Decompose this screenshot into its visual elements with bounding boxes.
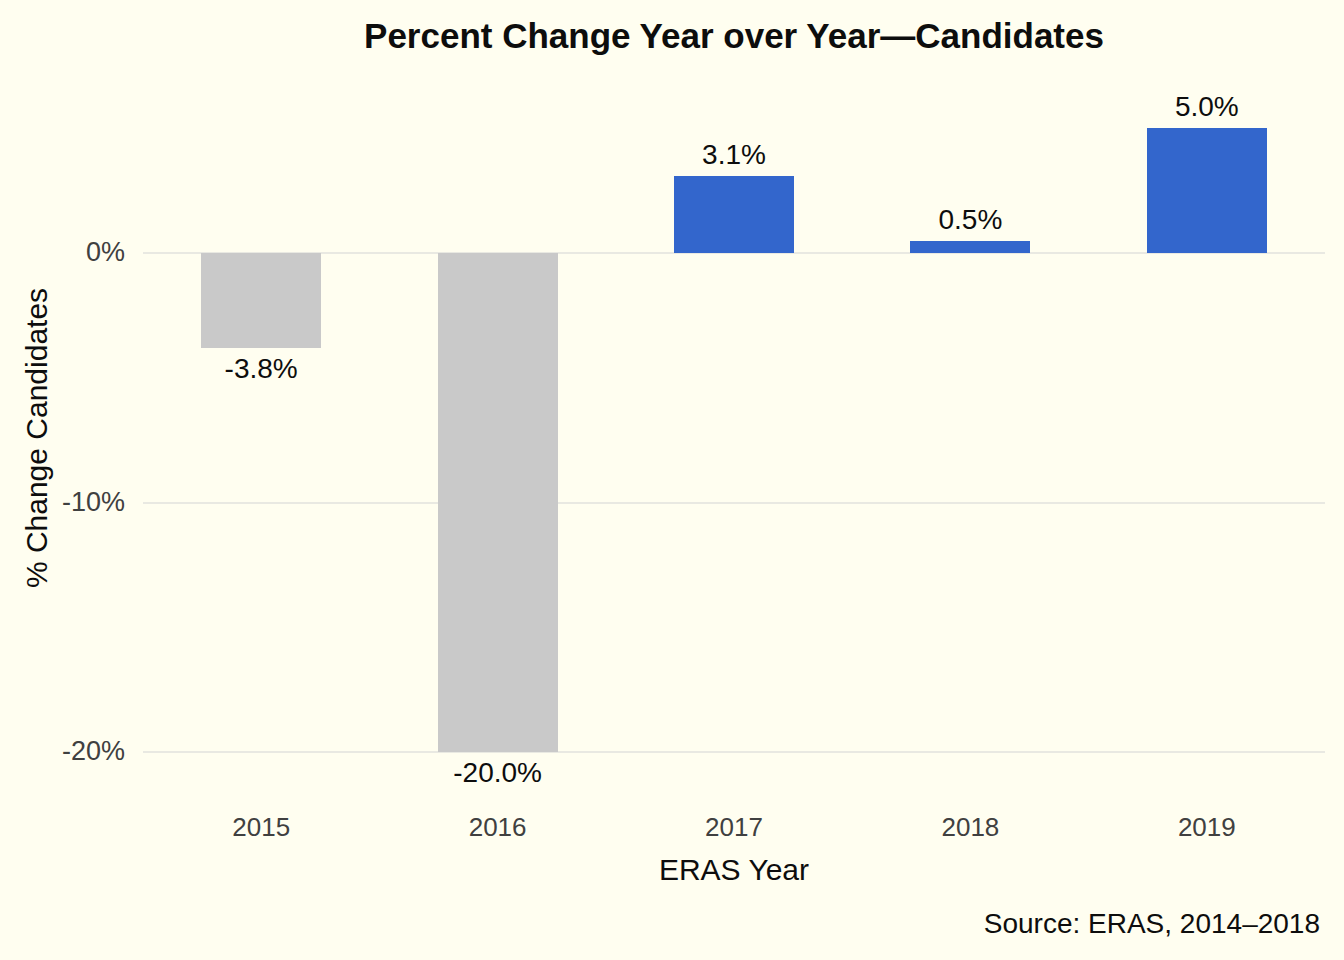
x-axis-title: ERAS Year: [143, 853, 1325, 887]
x-tick-label-2016: 2016: [413, 812, 583, 843]
bar-2019: [1147, 128, 1267, 253]
x-tick-label-2015: 2015: [176, 812, 346, 843]
gridline--20%: [143, 751, 1325, 753]
x-tick-label-2017: 2017: [649, 812, 819, 843]
bar-value-label-2019: 5.0%: [1122, 91, 1292, 123]
bar-value-label-2018: 0.5%: [885, 204, 1055, 236]
bar-2015: [201, 253, 321, 348]
y-tick-label--10%: -10%: [0, 487, 125, 518]
gridline--10%: [143, 502, 1325, 504]
y-tick-label--20%: -20%: [0, 736, 125, 767]
bar-2016: [438, 253, 558, 752]
bar-value-label-2017: 3.1%: [649, 139, 819, 171]
source-note: Source: ERAS, 2014–2018: [984, 908, 1320, 940]
y-tick-label-0%: 0%: [0, 237, 125, 268]
x-tick-label-2018: 2018: [885, 812, 1055, 843]
bar-value-label-2016: -20.0%: [413, 757, 583, 789]
chart-title: Percent Change Year over Year—Candidates: [143, 16, 1325, 56]
bar-2018: [910, 241, 1030, 253]
bar-value-label-2015: -3.8%: [176, 353, 346, 385]
y-axis-title: % Change Candidates: [20, 288, 54, 588]
x-tick-label-2019: 2019: [1122, 812, 1292, 843]
bar-2017: [674, 176, 794, 253]
